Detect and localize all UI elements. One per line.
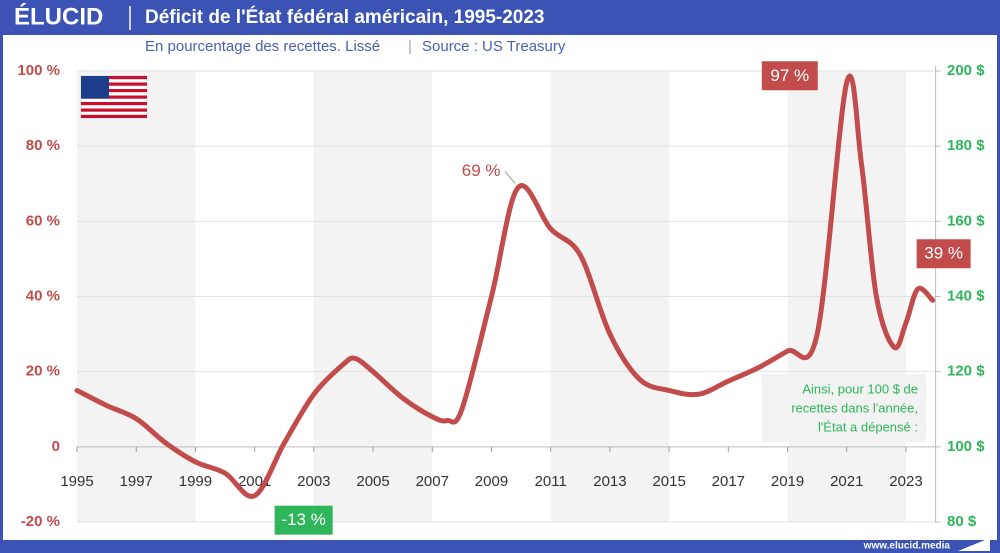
label-box [274, 505, 333, 535]
footer-bar [0, 540, 1000, 553]
y-tick-label: 40 % [26, 287, 60, 304]
frame-left [0, 0, 3, 553]
footer-logo [958, 538, 990, 551]
y-tick-label: 0 [52, 438, 60, 455]
x-tick-label: 2009 [475, 473, 508, 490]
data-label: -13 % [281, 510, 325, 529]
x-tick-label: 1999 [179, 473, 212, 490]
data-label: 39 % [924, 244, 963, 263]
y2-tick-label: 160 $ [947, 212, 985, 229]
y-tick-label: 80 % [26, 137, 60, 154]
x-tick-label: 2007 [416, 473, 449, 490]
plot: -20 % 0 20 % 40 % 60 % 80 % 100 % 80 $ 100 $ 120 … [17, 61, 985, 535]
y-tick-label: 20 % [26, 363, 60, 380]
x-tick-label: 2011 [535, 473, 567, 490]
y2-tick-label: 180 $ [947, 137, 985, 154]
y2-tick-label: 100 $ [947, 438, 985, 455]
frame-right [997, 0, 1000, 553]
label-box [761, 61, 818, 91]
line [74, 73, 936, 499]
y-tick-label: 100 % [17, 62, 60, 79]
y2-tick-label: 80 $ [947, 513, 977, 530]
x-tick-label: 1995 [60, 473, 93, 490]
y-tick-label: -20 % [21, 513, 60, 530]
data-label: 69 % [462, 161, 501, 180]
source: Source : US Treasury [422, 38, 566, 55]
separator-text: | [408, 38, 412, 55]
note: Ainsi, pour 100 $ de [802, 381, 918, 396]
y-tick-label: 60 % [26, 212, 60, 229]
flag [80, 75, 148, 119]
footer: www.elucid.media [863, 541, 951, 552]
note: recettes dans l'année, [791, 400, 918, 415]
data-label: 97 % [770, 66, 809, 85]
x-tick-label: 2019 [771, 473, 804, 490]
x-tick-label: 2005 [356, 473, 389, 490]
label-box [916, 239, 971, 269]
header-bar [0, 0, 1000, 35]
x-tick-label: 1997 [120, 473, 153, 490]
connector [504, 171, 516, 184]
x-tick-label: 2023 [889, 473, 922, 490]
x-tick-label: 2015 [652, 473, 685, 490]
subtitle: En pourcentage des recettes. Lissé [145, 38, 380, 55]
brand: ÉLUCID [14, 2, 103, 30]
y2-tick-label: 200 $ [947, 62, 985, 79]
chart-title: Déficit de l'État fédéral américain, 199… [145, 6, 545, 28]
x-tick-label: 2003 [297, 473, 330, 490]
note-box [762, 374, 926, 442]
x-tick-label: 2013 [593, 473, 626, 490]
x-tick-label: 2017 [712, 473, 745, 490]
y2-tick-label: 140 $ [947, 287, 985, 304]
y2-tick-label: 120 $ [947, 363, 985, 380]
note: l'État a dépensé : [818, 419, 918, 434]
x-tick-label: 2021 [830, 473, 863, 490]
